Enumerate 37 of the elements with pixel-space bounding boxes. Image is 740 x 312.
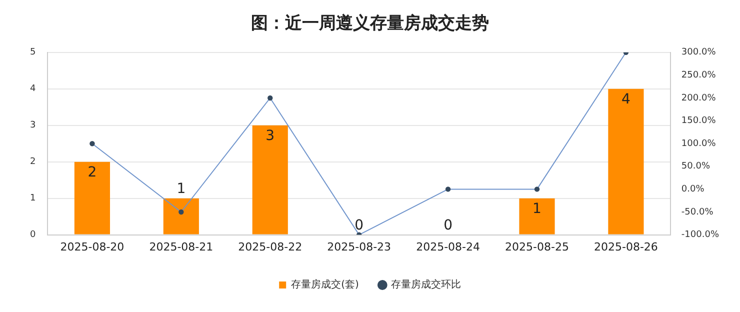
y-tick-label: 0 (30, 230, 36, 240)
y-tick-label: 1 (30, 194, 36, 204)
y-tick-label: 3 (30, 120, 36, 131)
y2-tick-label: -100.0% (681, 230, 720, 240)
bar (519, 198, 555, 234)
data-label: 1 (176, 180, 186, 197)
y-tick-label: 5 (30, 48, 36, 58)
x-tick-label: 2025-08-22 (238, 240, 302, 254)
y2-tick-label: 200.0% (681, 93, 716, 104)
chart-title: 图：近一周遵义存量房成交走势 (251, 14, 489, 34)
bar (74, 162, 110, 234)
data-label: 4 (621, 92, 630, 108)
data-label: 0 (354, 217, 364, 234)
y2-tick-label: 250.0% (681, 70, 716, 81)
y2-tick-label: 0.0% (681, 184, 705, 195)
x-tick-label: 2025-08-21 (149, 240, 214, 254)
y-tick-label: 4 (30, 84, 36, 94)
legend-label: 存量房成交(套) (291, 278, 359, 291)
bar (163, 198, 199, 234)
y2-tick-label: 50.0% (681, 162, 710, 172)
data-label: 3 (266, 128, 275, 144)
x-tick-label: 2025-08-20 (60, 240, 124, 254)
y2-tick-label: 150.0% (681, 116, 716, 126)
x-tick-label: 2025-08-24 (416, 240, 480, 254)
data-label: 2 (88, 164, 97, 180)
legend-label: 存量房成交环比 (390, 278, 461, 291)
y2-tick-label: 100.0% (681, 138, 716, 149)
y2-tick-label: -50.0% (681, 207, 714, 218)
data-label: 1 (532, 200, 542, 217)
x-tick-label: 2025-08-26 (594, 240, 658, 254)
bar (608, 88, 644, 234)
x-tick-label: 2025-08-25 (505, 240, 569, 254)
y-tick-label: 2 (30, 157, 36, 168)
data-label: 0 (444, 217, 452, 234)
x-tick-label: 2025-08-23 (327, 240, 392, 254)
y2-tick-label: 300.0% (681, 48, 716, 58)
bar (252, 125, 288, 234)
